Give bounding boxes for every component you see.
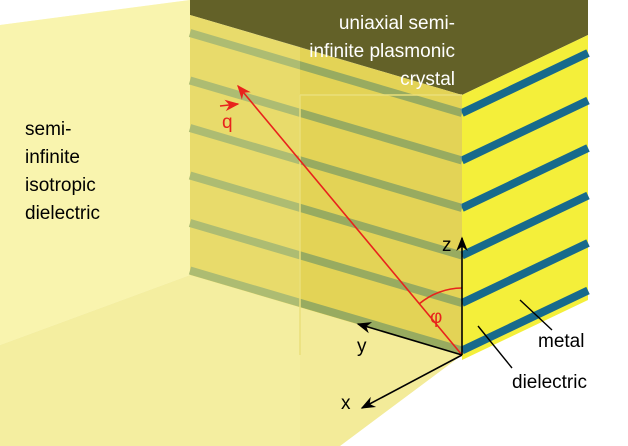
- z-label: z: [442, 235, 452, 256]
- q-vector-symbol: [219, 99, 240, 112]
- metal-layer: [188, 76, 464, 165]
- metal-layer: [460, 191, 590, 260]
- dielectric-back-face: [0, 0, 190, 345]
- metal-layer: [188, 29, 464, 117]
- y-axis: [356, 322, 463, 356]
- dielectric-overlay: [0, 0, 300, 446]
- metal-layers-front: [460, 49, 590, 355]
- crystal-label: uniaxial semi-: [339, 13, 455, 34]
- metal-layer: [460, 286, 590, 355]
- dielectric-label: dielectric: [512, 372, 587, 393]
- q-label: q: [222, 112, 233, 133]
- metal-layer: [188, 171, 464, 260]
- metal-layer: [188, 219, 464, 307]
- metal-layer: [460, 144, 590, 212]
- metal-layer: [188, 266, 464, 355]
- phi-label: φ: [430, 307, 442, 328]
- metal-leader: [519, 299, 553, 331]
- isotropic-label: semi-: [25, 119, 71, 140]
- isotropic-label: infinite: [25, 147, 80, 168]
- q-vector: [237, 84, 463, 356]
- phi-arc: [418, 287, 463, 305]
- dielectric-floor: [0, 275, 462, 446]
- crystal-label: crystal: [400, 69, 455, 90]
- crystal-label: infinite plasmonic: [309, 41, 455, 62]
- dielectric-leader: [477, 325, 513, 369]
- isotropic-label: isotropic: [25, 175, 96, 196]
- metal-layer: [460, 49, 590, 117]
- metal-label: metal: [538, 331, 584, 352]
- crystal-top-face: [190, 0, 588, 95]
- metal-layer: [460, 96, 590, 165]
- x-axis: [360, 354, 463, 409]
- dielectric-front-overlay: [300, 47, 462, 446]
- metal-layer: [460, 239, 590, 307]
- y-label: y: [357, 336, 367, 357]
- metal-layer: [188, 124, 464, 212]
- isotropic-label: dielectric: [25, 203, 100, 224]
- metal-layers-side: [188, 29, 464, 355]
- x-label: x: [341, 393, 351, 414]
